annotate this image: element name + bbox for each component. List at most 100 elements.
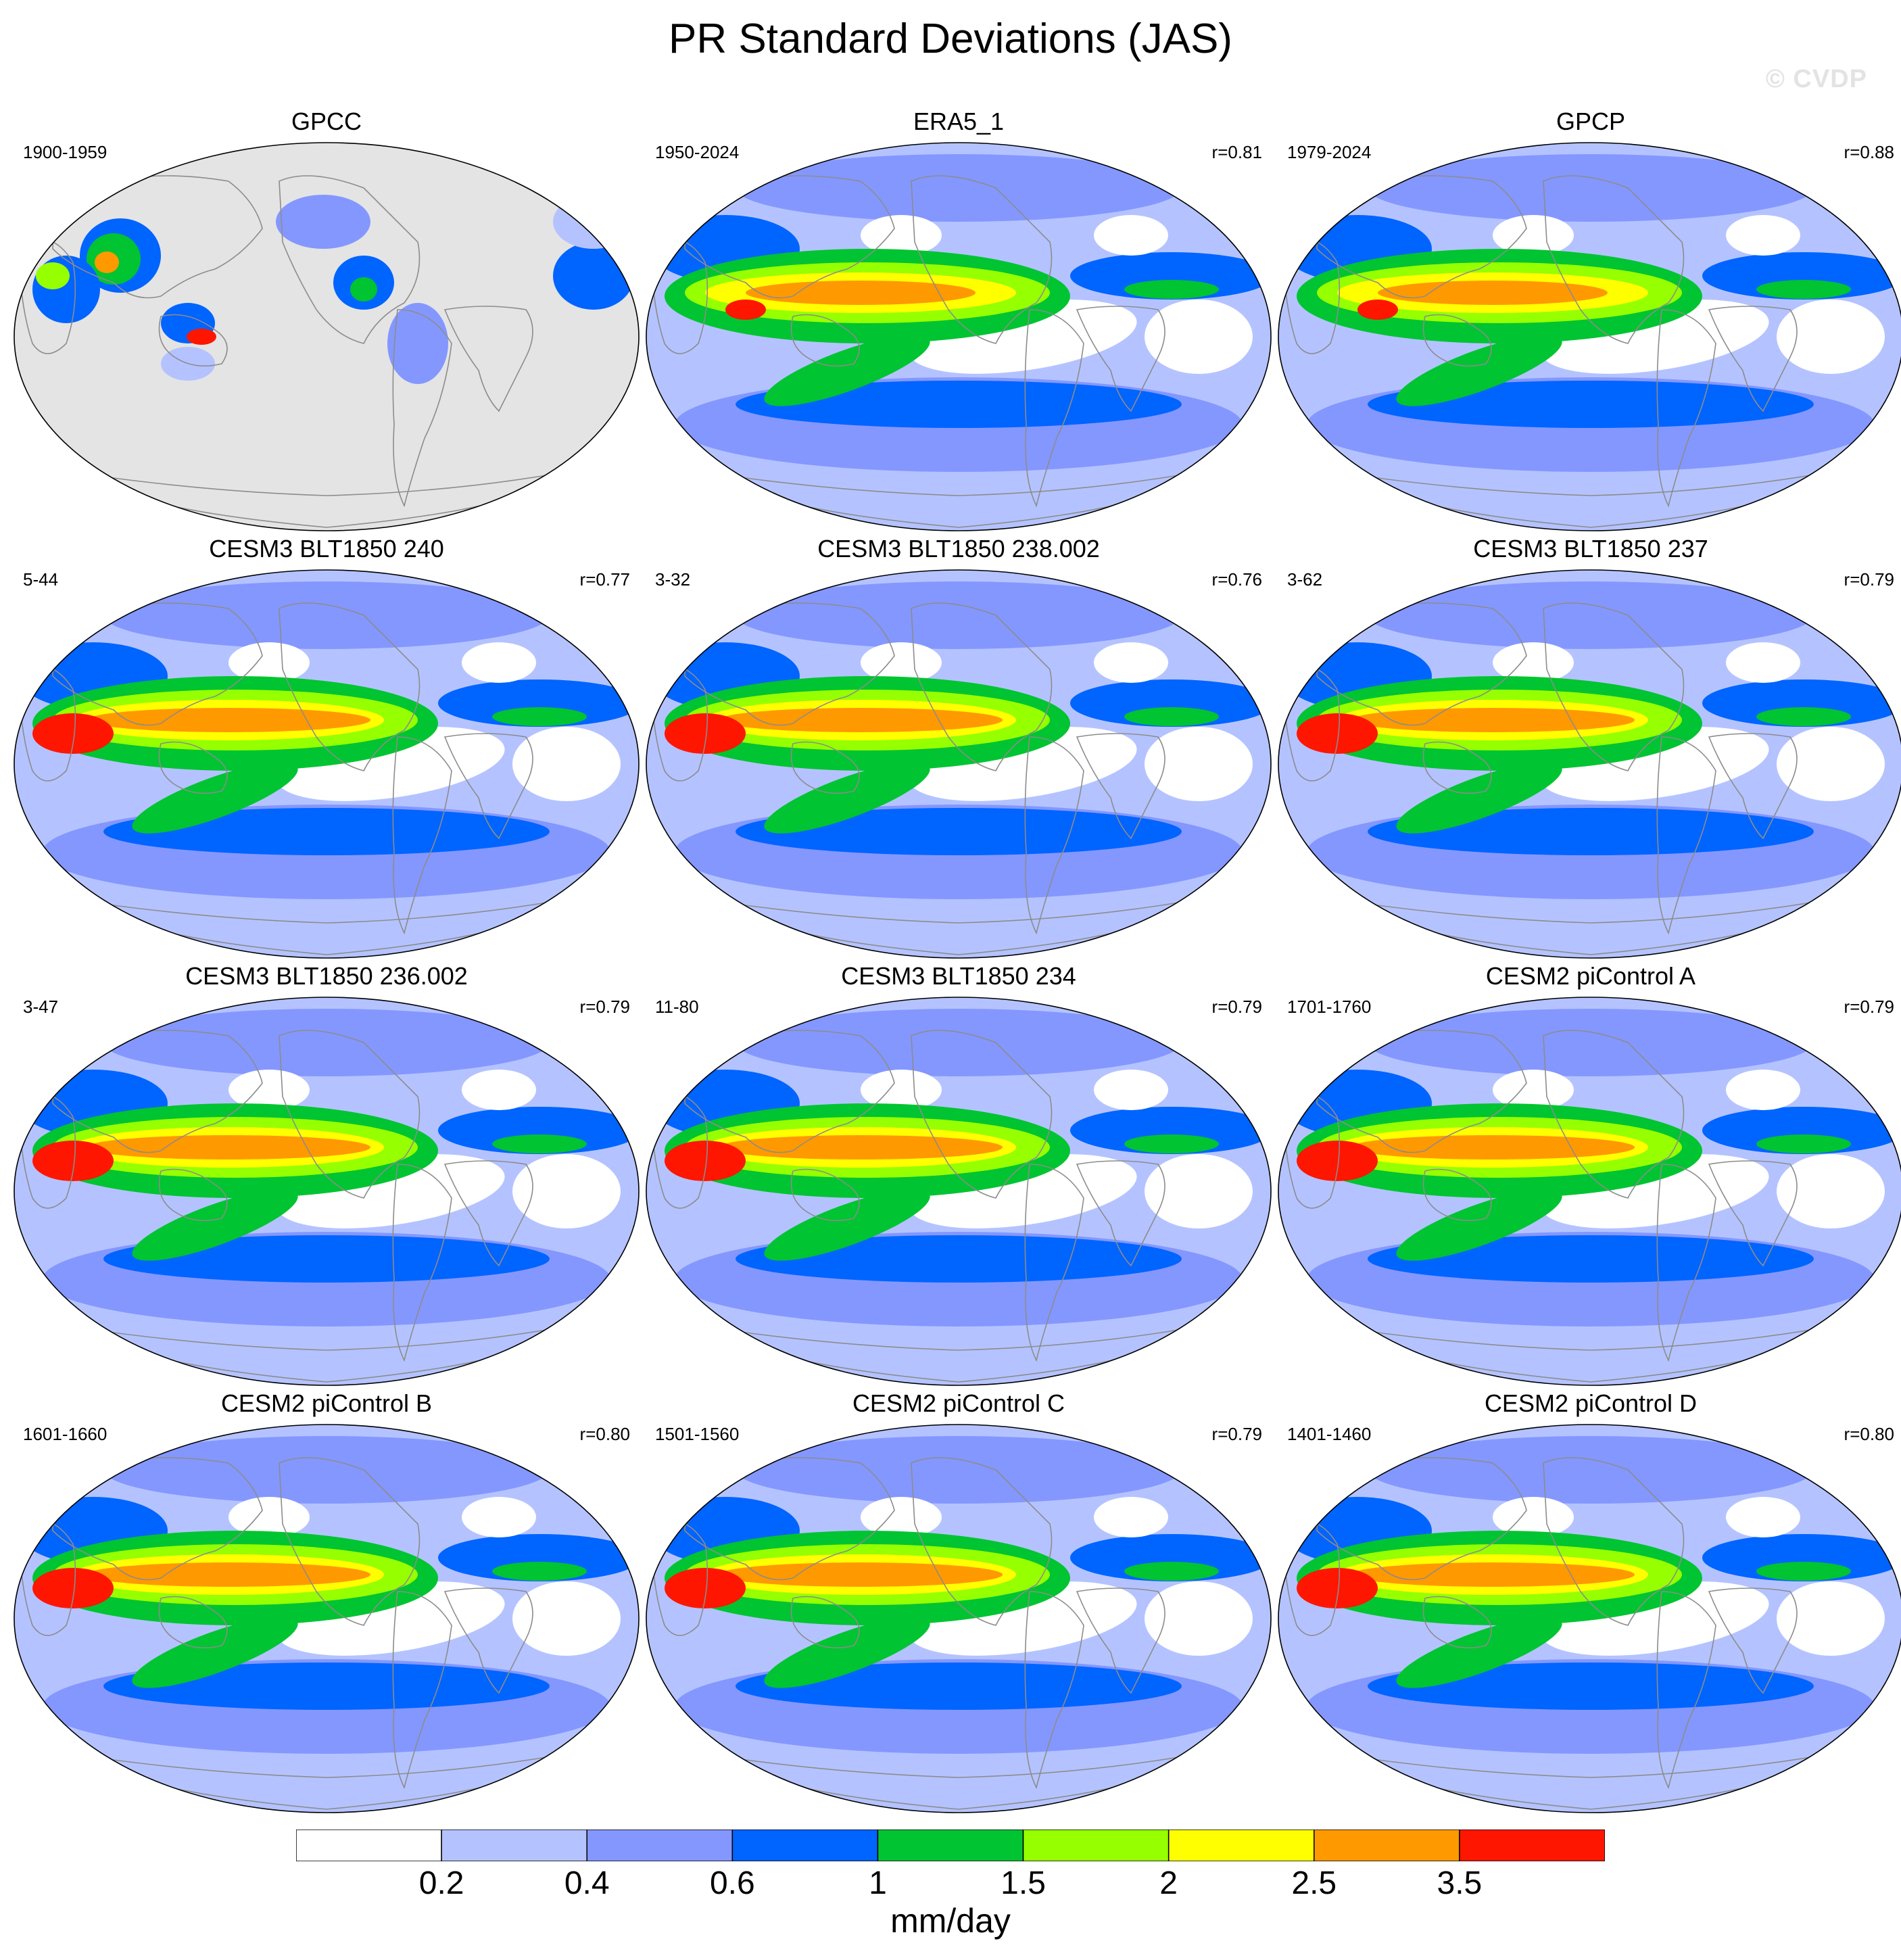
panel-correlation: r=0.79 — [579, 997, 630, 1017]
coastline — [911, 175, 1053, 344]
colorbar — [296, 1830, 1605, 1861]
map-panel: CESM3 BLT1850 234 11-80 r=0.79 — [644, 961, 1273, 1387]
colorbar-box — [731, 1830, 879, 1861]
north-pacific-dry — [1493, 1070, 1574, 1110]
map-panel: CESM3 BLT1850 236.002 3-47 r=0.79 — [12, 961, 641, 1387]
north-atlantic-dry — [1726, 1070, 1800, 1110]
itcz-peak — [746, 281, 976, 305]
coastline — [790, 1596, 860, 1649]
panel-title: CESM2 piControl B — [220, 1389, 433, 1417]
warm-pool-maximum — [1297, 1141, 1378, 1181]
itcz-peak — [1351, 708, 1635, 732]
north-pacific-band — [1368, 154, 1814, 222]
spcz-band — [764, 335, 930, 406]
colorbar-box — [1168, 1830, 1315, 1861]
robinson-map — [646, 1424, 1272, 1813]
map-border — [646, 1424, 1272, 1813]
southern-storm-track — [103, 1663, 550, 1710]
colorbar-tick-label: 1.5 — [1001, 1865, 1046, 1901]
southern-storm-track — [103, 1235, 550, 1283]
coastline — [790, 314, 860, 367]
colorbar-tick-label: 0.6 — [709, 1865, 755, 1901]
coastline — [1656, 736, 1716, 935]
southern-storm-track — [1368, 808, 1814, 855]
warm-pool-maximum — [32, 713, 114, 754]
coastline — [392, 736, 452, 935]
colorbar-box — [441, 1830, 587, 1861]
atlantic-itcz — [1756, 280, 1851, 299]
map-panel: GPCC 1900-1959 — [12, 107, 641, 533]
coastline — [650, 237, 708, 354]
south-atlantic-dry — [1777, 1154, 1885, 1228]
coastline — [1708, 306, 1798, 412]
map-panel: CESM3 BLT1850 238.002 3-32 r=0.76 — [644, 534, 1273, 960]
coastline — [1024, 736, 1084, 935]
warm-pool-maximum — [725, 300, 766, 320]
southern-storm-track — [736, 1235, 1182, 1283]
coastline — [52, 602, 263, 726]
atlantic-band — [1702, 252, 1901, 300]
southern-storm-track — [1368, 381, 1814, 428]
atlantic-band — [1070, 252, 1271, 300]
coastline — [1656, 309, 1716, 508]
coastline — [1543, 1457, 1685, 1626]
coastline — [279, 1457, 420, 1626]
itcz-peak — [1351, 1135, 1635, 1160]
atlantic-itcz — [1756, 1134, 1851, 1153]
coastline — [1543, 175, 1685, 344]
map-border — [14, 569, 640, 959]
coastline — [158, 741, 228, 794]
southern-storm-track — [736, 808, 1182, 855]
colorbar-box — [296, 1830, 442, 1861]
coastline — [790, 741, 860, 794]
north-atlantic-dry — [462, 642, 536, 683]
colorbar-tick-label: 2 — [1159, 1865, 1178, 1901]
itcz-peak — [1351, 1562, 1635, 1587]
warm-pool-maximum — [32, 1141, 114, 1181]
panel-title: ERA5_1 — [913, 107, 1005, 135]
spcz-band — [1396, 762, 1562, 834]
itcz-peak — [87, 1135, 370, 1160]
atlantic-itcz — [1124, 707, 1219, 726]
atlantic-band — [1070, 1534, 1271, 1581]
cvdp-watermark: © CVDP — [1765, 65, 1867, 93]
map-border — [14, 142, 640, 531]
north-pacific-dry — [861, 1497, 942, 1537]
coastline — [1024, 309, 1084, 508]
coastline — [158, 1168, 228, 1222]
coastline — [911, 1457, 1053, 1626]
land-africa-peak — [36, 262, 70, 289]
south-atlantic-dry — [1777, 727, 1885, 801]
coastline — [1708, 733, 1798, 840]
warm-pool-maximum — [665, 1568, 746, 1608]
panel-correlation: r=0.80 — [1844, 1424, 1894, 1444]
south-atlantic-dry — [1145, 1581, 1253, 1656]
warm-pool-maximum — [1297, 713, 1378, 754]
robinson-map — [14, 142, 640, 531]
warm-pool-maximum — [32, 1568, 114, 1608]
coastline — [1024, 1591, 1084, 1790]
map-border — [1278, 1424, 1901, 1813]
atlantic-itcz — [1124, 1134, 1219, 1153]
atlantic-band — [1702, 679, 1901, 727]
panel-years: 5-44 — [23, 569, 59, 590]
coastline — [1708, 1160, 1798, 1267]
colorbar-box — [877, 1830, 1024, 1861]
southern-storm-track — [103, 808, 550, 855]
map-border — [646, 142, 1272, 531]
atlantic-itcz — [1756, 707, 1851, 726]
colorbar-tick-label: 0.4 — [564, 1865, 610, 1901]
map-border — [1278, 997, 1901, 1386]
spcz-band — [1396, 1617, 1562, 1688]
north-pacific-band — [736, 1436, 1182, 1504]
panel-years: 1701-1760 — [1287, 997, 1372, 1017]
colorbar-box — [1459, 1830, 1605, 1861]
spcz-band — [764, 1617, 930, 1688]
land-europe — [553, 195, 634, 249]
north-pacific-dry — [228, 642, 310, 683]
coastline — [1282, 237, 1341, 354]
southern-storm-track — [736, 381, 1182, 428]
robinson-map — [1278, 569, 1901, 959]
panel-years: 11-80 — [655, 997, 699, 1017]
colorbar-tick-label: 3.5 — [1437, 1865, 1483, 1901]
